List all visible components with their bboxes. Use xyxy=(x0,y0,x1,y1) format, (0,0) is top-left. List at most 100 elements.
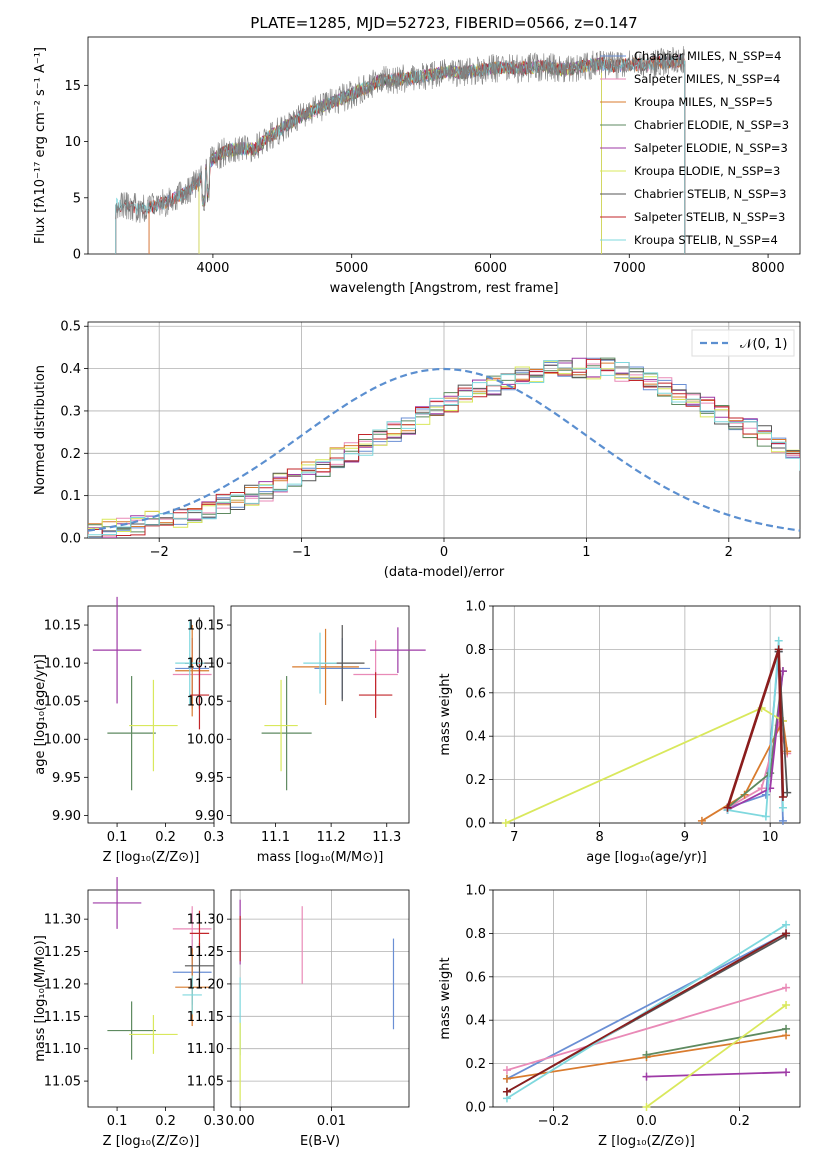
y-tick-label: 10.10 xyxy=(187,657,224,672)
mass-weight-marker xyxy=(757,784,766,793)
histogram-step-line xyxy=(88,360,800,538)
y-axis-label: mass weight xyxy=(438,957,453,1039)
mass-weight-marker xyxy=(782,1001,791,1010)
x-tick-label: 5000 xyxy=(335,261,368,276)
y-tick-label: 5 xyxy=(73,191,81,206)
x-tick-label: 0.1 xyxy=(107,830,128,845)
mass-weight-marker xyxy=(782,929,791,938)
y-tick-label: 10.00 xyxy=(44,733,81,748)
mass-weight-marker xyxy=(502,1074,511,1083)
x-axis-label: wavelength [Angstrom, rest frame] xyxy=(330,281,559,296)
axes-frame xyxy=(87,889,215,1108)
x-axis-label: (data-model)/error xyxy=(384,565,505,580)
mass-weight-line xyxy=(506,932,787,1080)
x-tick-label: 9 xyxy=(681,830,689,845)
x-tick-label: 0.2 xyxy=(729,1114,750,1129)
y-tick-label: 11.30 xyxy=(44,913,81,928)
mass-weight-line xyxy=(726,649,785,809)
y-tick-label: 0.8 xyxy=(465,643,486,658)
x-tick-label: 4000 xyxy=(196,261,229,276)
x-tick-label: 7 xyxy=(510,830,518,845)
mass-weight-marker xyxy=(782,1024,791,1033)
y-tick-label: 0.2 xyxy=(60,447,81,462)
mass-weight-marker xyxy=(642,1072,651,1081)
mass-weight-line xyxy=(506,932,787,1093)
legend-entry: Salpeter STELIB, N_SSP=3 xyxy=(634,210,785,224)
y-tick-label: 1.0 xyxy=(465,600,486,615)
y-tick-label: 0.3 xyxy=(60,404,81,419)
y-axis-label: Flux [fλ10⁻¹⁷ erg cm⁻² s⁻¹ A⁻¹] xyxy=(33,47,48,244)
histogram-series xyxy=(88,360,800,538)
axes-frame xyxy=(87,605,215,824)
axes-frame xyxy=(87,36,801,255)
legend-entry: Kroupa ELODIE, N_SSP=3 xyxy=(634,164,780,178)
mass-weight-marker xyxy=(761,790,770,799)
legend-entry: Chabrier STELIB, N_SSP=3 xyxy=(634,187,786,201)
x-tick-label: 0.3 xyxy=(204,830,225,845)
y-tick-label: 11.15 xyxy=(187,1010,224,1025)
y-tick-label: 0.6 xyxy=(465,970,486,985)
chart-title: PLATE=1285, MJD=52723, FIBERID=0566, z=0… xyxy=(250,14,637,32)
y-tick-label: 0.0 xyxy=(60,532,81,547)
mass-weight-marker xyxy=(782,1068,791,1077)
legend-box xyxy=(691,329,795,357)
legend-entry: Chabrier MILES, N_SSP=4 xyxy=(634,49,781,63)
mass-weight-line xyxy=(506,986,787,1071)
y-tick-label: 0.0 xyxy=(465,1101,486,1116)
y-tick-label: 11.10 xyxy=(187,1042,224,1057)
legend-entry: Kroupa STELIB, N_SSP=4 xyxy=(634,233,778,247)
histogram-series xyxy=(88,357,800,538)
y-tick-label: 10.15 xyxy=(44,619,81,634)
y-tick-label: 10 xyxy=(64,135,81,150)
histogram-step-line xyxy=(88,360,800,538)
y-tick-label: 11.20 xyxy=(187,977,224,992)
legend-entry: Kroupa MILES, N_SSP=5 xyxy=(634,95,773,109)
x-tick-label: 0.01 xyxy=(317,1114,346,1129)
mass-weight-marker xyxy=(502,1087,511,1096)
x-tick-label: 10 xyxy=(762,830,779,845)
y-tick-label: 0.4 xyxy=(465,730,486,745)
y-tick-label: 9.90 xyxy=(195,809,224,824)
data-series xyxy=(115,46,685,223)
histogram-step-line xyxy=(88,362,800,538)
y-tick-label: 9.90 xyxy=(52,809,81,824)
x-tick-label: 0.00 xyxy=(226,1114,255,1129)
y-axis-label: age [log₁₀(age/yr)] xyxy=(33,654,48,775)
x-tick-label: 0.2 xyxy=(155,1114,176,1129)
y-axis-label: Normed distribution xyxy=(33,365,48,495)
legend-entry: 𝒩(0, 1) xyxy=(740,337,787,352)
mass-weight-marker xyxy=(642,1103,651,1111)
x-tick-label: 0.3 xyxy=(204,1114,225,1129)
y-tick-label: 0.8 xyxy=(465,927,486,942)
x-tick-label: 11.1 xyxy=(261,830,290,845)
x-tick-label: 7000 xyxy=(613,261,646,276)
legend-entry: Chabrier ELODIE, N_SSP=3 xyxy=(634,118,789,132)
axes-frame xyxy=(87,321,801,539)
mass-weight-marker xyxy=(782,983,791,992)
x-tick-label: 8 xyxy=(595,830,603,845)
y-tick-label: 0.4 xyxy=(465,1014,486,1029)
histogram-series xyxy=(88,359,800,538)
y-tick-label: 15 xyxy=(64,79,81,94)
observed-spectrum-line xyxy=(115,46,685,223)
histogram-series xyxy=(88,360,800,538)
x-tick-label: 0 xyxy=(440,545,448,560)
y-tick-label: 0 xyxy=(73,248,81,263)
y-tick-label: 11.10 xyxy=(44,1042,81,1057)
x-tick-label: −0.2 xyxy=(538,1114,570,1129)
mass-weight-line xyxy=(646,1028,787,1056)
mass-weight-marker xyxy=(774,645,783,654)
model-series xyxy=(198,57,602,254)
y-tick-label: 0.1 xyxy=(60,489,81,504)
y-tick-label: 11.15 xyxy=(44,1010,81,1025)
histogram-step-line xyxy=(88,360,800,538)
y-tick-label: 0.0 xyxy=(465,817,486,832)
x-tick-label: 11.2 xyxy=(317,830,346,845)
x-axis-label: E(B-V) xyxy=(300,1134,340,1149)
legend-entry: Salpeter ELODIE, N_SSP=3 xyxy=(634,141,788,155)
histogram-series xyxy=(88,360,800,538)
y-tick-label: 0.4 xyxy=(60,362,81,377)
mass-weight-line xyxy=(727,640,784,818)
histogram-step-line xyxy=(88,359,800,538)
